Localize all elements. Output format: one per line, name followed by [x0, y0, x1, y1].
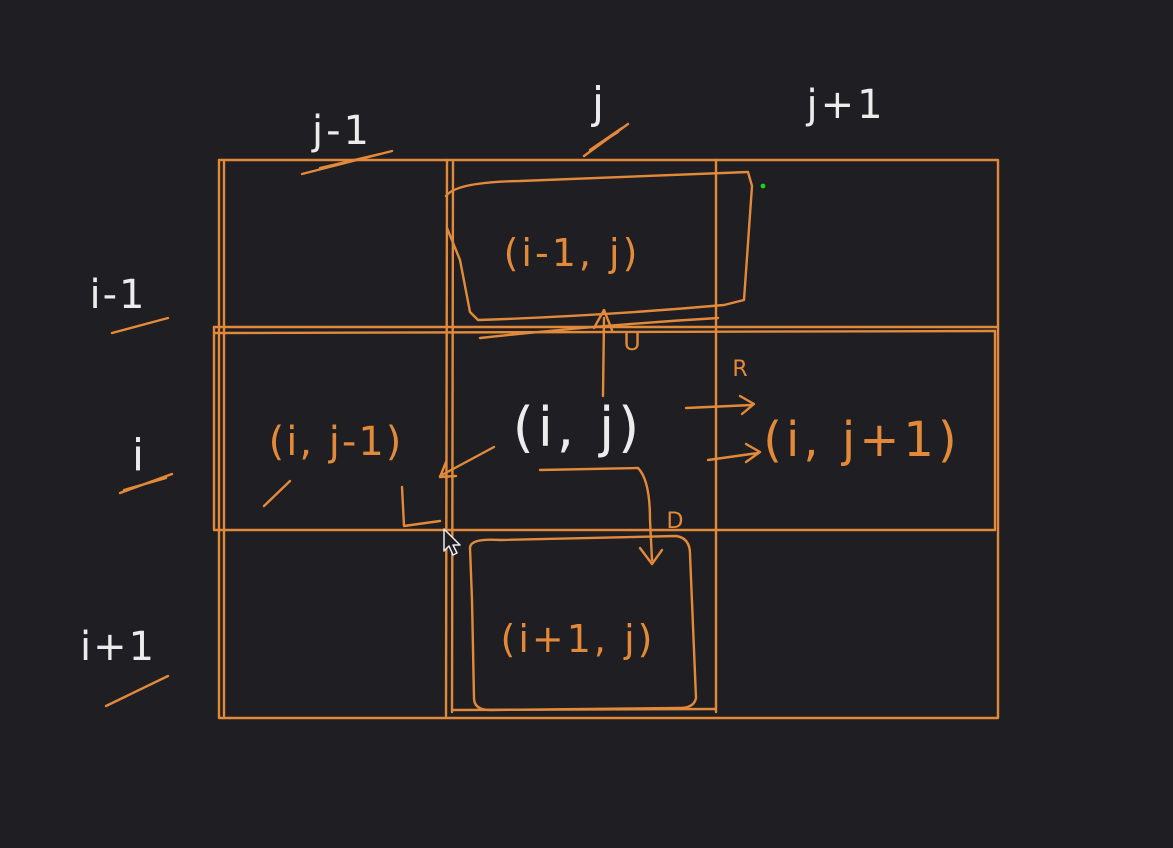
column-label-j: j: [591, 78, 604, 129]
col-j-underline: [582, 122, 630, 158]
right-arrow-top-head: [738, 394, 756, 416]
down-direction-mark: D: [667, 509, 684, 534]
down-arrow-head: [638, 546, 664, 566]
mouse-pointer-icon: [443, 528, 461, 556]
row-label-i: i: [132, 430, 144, 481]
left-arrow-line: [438, 445, 496, 478]
left-mark-stroke: [400, 485, 442, 528]
down-arrow-line: [538, 466, 654, 562]
left-cell-tick: [262, 479, 292, 508]
cell-up-label: (i-1, j): [504, 231, 641, 275]
row-i-underline: [118, 472, 174, 495]
cell-center-label: (i, j): [513, 396, 643, 459]
row-i-minus-1-underline: [110, 316, 170, 335]
cell-right-label: (i, j+1): [763, 412, 960, 468]
left-arrow-head: [438, 460, 458, 479]
up-direction-mark: U: [623, 328, 641, 356]
cell-left-label: (i, j-1): [269, 419, 404, 465]
up-cell-underline: [478, 316, 720, 340]
up-arrow-line: [601, 316, 606, 398]
up-arrow-head: [592, 308, 614, 332]
row-label-i-plus-1: i+1: [80, 624, 156, 670]
column-label-j-plus-1: j+1: [805, 82, 885, 128]
right-arrow-top: [684, 403, 754, 410]
grid-outer-frame: [217, 158, 1000, 720]
right-arrow-bottom-head: [744, 442, 762, 464]
cell-down-label: (i+1, j): [501, 617, 656, 661]
row-i-plus-1-underline: [104, 674, 170, 708]
column-label-j-minus-1: j-1: [311, 108, 372, 154]
down-cell-highlight-box: [468, 534, 698, 712]
right-direction-mark: R: [732, 357, 747, 382]
col-j-minus-1-underline-2: [318, 152, 382, 170]
row-label-i-minus-1: i-1: [90, 272, 147, 318]
grid-column-line-1: [444, 158, 449, 718]
up-cell-highlight-box: [444, 170, 754, 322]
right-arrow-bottom: [706, 451, 760, 462]
pointer-dot: [760, 183, 766, 189]
grid-column-line-1b: [450, 160, 455, 714]
